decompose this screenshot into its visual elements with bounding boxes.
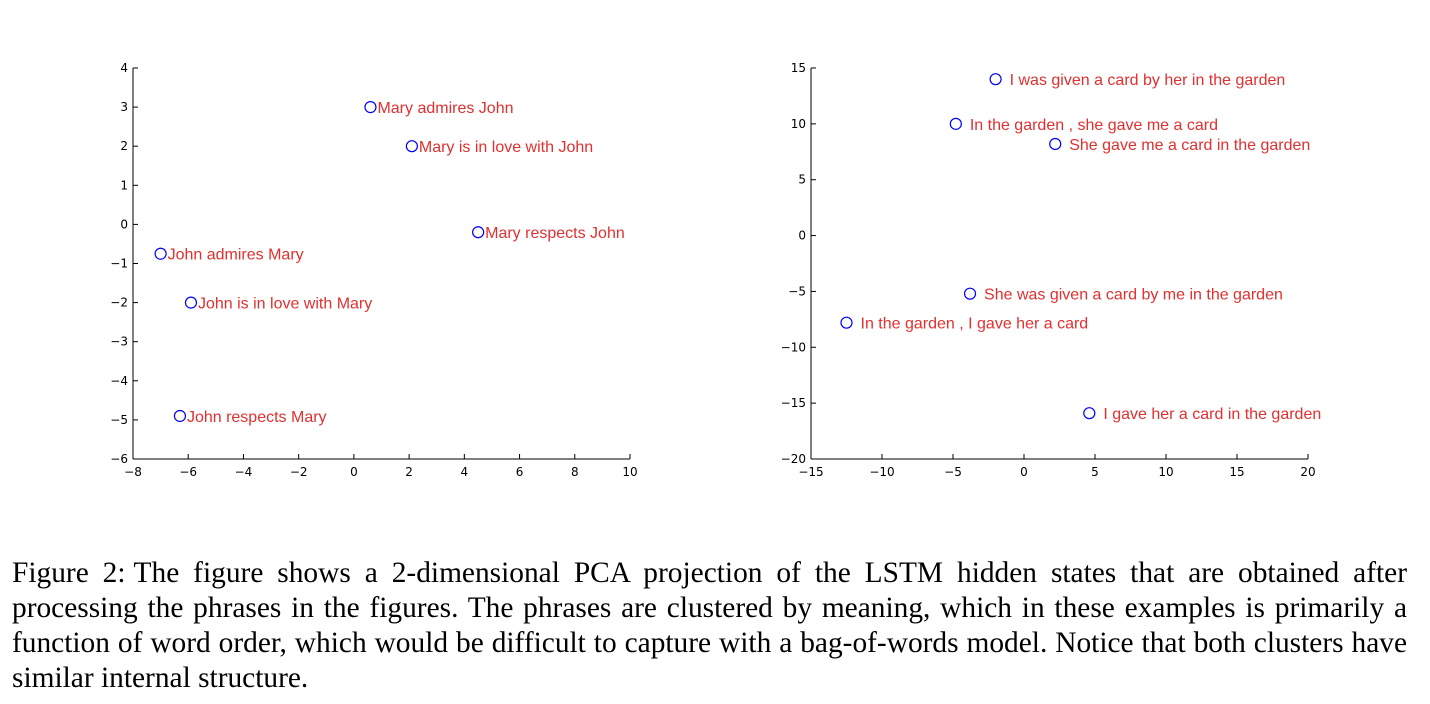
y-tick-label: 15 — [791, 61, 806, 75]
y-tick-label: −20 — [781, 452, 806, 466]
data-point-label: John admires Mary — [168, 247, 304, 264]
data-point-marker — [405, 140, 418, 153]
data-point-label: In the garden , I gave her a card — [861, 316, 1089, 333]
data-point-label: She was given a card by me in the garden — [984, 287, 1283, 304]
y-tick-label: −5 — [110, 413, 128, 427]
data-point-label: I was given a card by her in the garden — [1010, 72, 1286, 89]
caption-label: Figure 2: — [12, 557, 126, 589]
x-tick-label: 10 — [1158, 465, 1173, 479]
x-tick-label: −6 — [179, 465, 197, 479]
y-tick-label: 4 — [120, 61, 128, 75]
y-tick-label: 0 — [120, 217, 128, 231]
data-point-label: John respects Mary — [187, 409, 327, 426]
y-tick-label: −2 — [110, 296, 128, 310]
data-point-marker — [154, 247, 167, 260]
x-tick-label: 8 — [571, 465, 579, 479]
x-tick-label: −15 — [798, 465, 823, 479]
y-tick-label: −1 — [110, 257, 128, 271]
x-tick-label: 2 — [405, 465, 413, 479]
data-point-label: In the garden , she gave me a card — [970, 117, 1218, 134]
data-point-marker — [184, 296, 198, 309]
data-point-label: Mary is in love with John — [419, 139, 593, 156]
data-point-label: Mary admires John — [377, 100, 513, 117]
data-point-marker — [949, 117, 962, 130]
data-point-marker — [173, 409, 187, 423]
x-tick-label: 0 — [1020, 465, 1028, 479]
x-tick-label: −8 — [124, 465, 142, 479]
y-tick-label: −15 — [781, 396, 806, 410]
data-point-marker — [840, 316, 853, 329]
y-tick-label: 1 — [120, 178, 128, 192]
data-point-marker — [472, 226, 485, 239]
x-tick-label: −5 — [944, 465, 962, 479]
y-tick-label: 0 — [798, 229, 806, 243]
y-tick-label: 10 — [791, 117, 806, 131]
x-tick-label: −10 — [869, 465, 894, 479]
data-point-marker — [963, 287, 977, 300]
figure-caption: Figure 2: The figure shows a 2-dimensiona… — [12, 556, 1407, 696]
data-point-marker — [989, 73, 1002, 86]
y-tick-label: −10 — [781, 340, 806, 354]
x-tick-label: 5 — [1091, 465, 1099, 479]
data-point-label: John is in love with Mary — [198, 296, 372, 313]
data-point-label: Mary respects John — [485, 225, 625, 242]
x-tick-label: −4 — [235, 465, 253, 479]
x-tick-label: 6 — [516, 465, 524, 479]
x-tick-label: 20 — [1300, 465, 1315, 479]
data-point-label: I gave her a card in the garden — [1103, 406, 1321, 423]
y-tick-label: 2 — [120, 139, 128, 153]
x-tick-label: 0 — [350, 465, 358, 479]
y-tick-label: 3 — [120, 100, 128, 114]
x-tick-label: 10 — [622, 465, 637, 479]
y-tick-label: −3 — [110, 335, 128, 349]
y-tick-label: −5 — [788, 284, 806, 298]
caption-text: The figure shows a 2-dimensional PCA pro… — [12, 557, 1407, 694]
y-tick-label: −4 — [110, 374, 128, 388]
data-point-marker — [364, 100, 377, 114]
y-tick-label: −6 — [110, 452, 128, 466]
data-point-marker — [1049, 137, 1062, 151]
y-tick-label: 5 — [798, 173, 806, 187]
data-point-marker — [1083, 407, 1096, 420]
x-tick-label: 15 — [1229, 465, 1244, 479]
x-tick-label: −2 — [290, 465, 308, 479]
x-tick-label: 4 — [461, 465, 469, 479]
data-point-label: She gave me a card in the garden — [1069, 137, 1310, 154]
